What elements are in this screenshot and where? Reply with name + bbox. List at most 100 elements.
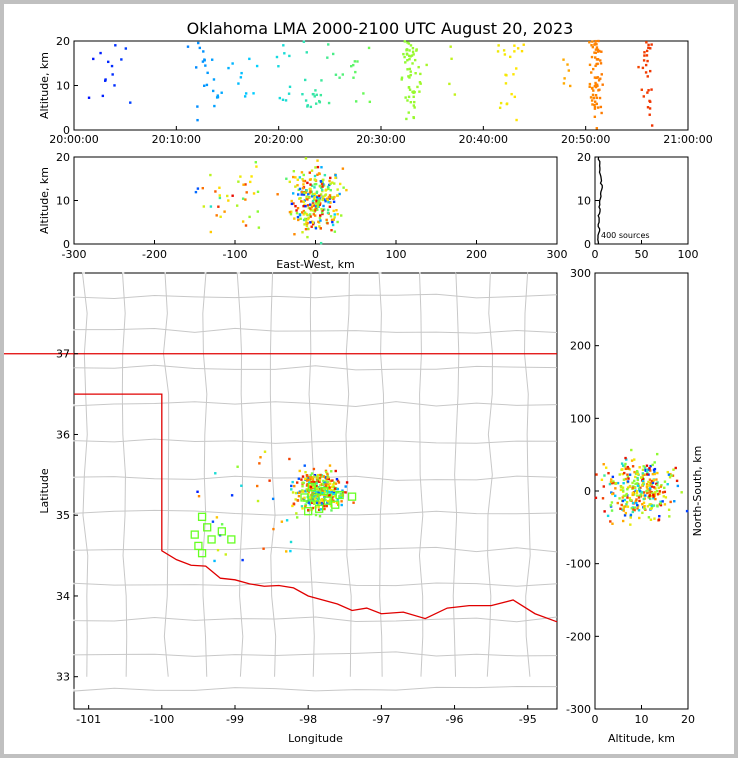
plan-view-point (328, 487, 331, 490)
eastwest-point (309, 209, 313, 212)
lma-station-marker (217, 527, 226, 536)
altitude-northsouth-point (624, 456, 627, 460)
eastwest-point (305, 224, 309, 228)
time-altitude-axis-tick-label: 20 (56, 35, 70, 48)
time-altitude-point (591, 40, 594, 43)
altitude-northsouth-point (653, 461, 656, 464)
county-boundary (202, 272, 208, 677)
time-altitude-point (103, 79, 107, 82)
plan-view-point (306, 479, 309, 482)
eastwest-point (303, 223, 306, 226)
eastwest-point (324, 200, 327, 203)
plan-view-point (295, 481, 299, 484)
altitude-northsouth-point (630, 459, 634, 462)
longitude-label: Longitude (288, 732, 343, 745)
eastwest-point (305, 221, 308, 224)
altitude-northsouth-point (610, 501, 614, 504)
plan-view-point (315, 482, 318, 485)
eastwest-point (329, 201, 332, 204)
lma-station-marker (197, 549, 207, 558)
county-boundary (345, 272, 352, 677)
altitude-northsouth-point (651, 481, 655, 485)
county-boundary (452, 272, 460, 677)
eastwest-point (305, 212, 308, 216)
altitude-northsouth-point (614, 494, 617, 498)
eastwest-point (335, 209, 338, 212)
altitude-northsouth-point (651, 463, 654, 467)
plan-view-point (315, 477, 319, 480)
plan-view-point (305, 489, 309, 492)
plan-view-point (288, 457, 291, 461)
altitude-northsouth-point (672, 468, 675, 471)
altitude-northsouth-point (594, 496, 598, 500)
altitude-northsouth-point (595, 473, 598, 476)
plan-view-point (262, 547, 265, 550)
altitude-northsouth-point (669, 472, 672, 476)
altitude-northsouth-point (616, 481, 620, 485)
time-altitude-point (650, 124, 654, 127)
plan-view-point (295, 512, 298, 515)
altitude-northsouth-point (631, 492, 634, 495)
eastwest-point (288, 180, 291, 184)
altitude-northsouth-point (646, 488, 649, 491)
eastwest-point (209, 173, 212, 177)
time-altitude-point (407, 86, 411, 89)
time-altitude-point (650, 88, 653, 91)
plan-view-point (305, 484, 309, 487)
time-altitude-point (593, 103, 596, 107)
plan-view-point (333, 495, 337, 498)
time-altitude-point (408, 88, 412, 91)
eastwest-point (336, 188, 339, 191)
altitude-northsouth-point (609, 480, 613, 484)
plan-view-point (322, 475, 326, 478)
eastwest-point (309, 190, 312, 194)
eastwest-point (310, 184, 314, 187)
time-altitude-point (352, 76, 355, 79)
eastwest-point (319, 202, 322, 205)
time-altitude-point (315, 93, 318, 97)
time-altitude-point (278, 96, 282, 100)
plan-view-point (311, 483, 314, 487)
time-altitude-point (645, 41, 648, 44)
time-altitude-point (504, 82, 508, 85)
time-altitude-point (562, 58, 565, 61)
plan-view-point (313, 497, 316, 500)
altitude-ns-x-axis-tick-label: 10 (635, 713, 649, 726)
plan-view-point (321, 502, 325, 505)
altitude-northsouth-point (641, 502, 644, 506)
time-altitude-point (255, 64, 259, 68)
eastwest-point (323, 173, 327, 177)
county-boundary (73, 546, 558, 553)
time-altitude-point (231, 62, 234, 65)
time-altitude-point (356, 60, 359, 63)
altitude-northsouth-point (657, 518, 661, 521)
plan-view-point (323, 492, 326, 495)
time-altitude-point (590, 44, 593, 47)
altitude-northsouth-point (610, 478, 613, 481)
plan-view-point (285, 550, 288, 553)
altitude-northsouth-point (648, 483, 651, 487)
lma-station-marker (315, 504, 324, 513)
eastwest-point (321, 212, 324, 216)
altitude-northsouth-point (685, 509, 689, 513)
plan-view-point (301, 490, 305, 493)
time-axis-tick-label: 20:50:00 (561, 133, 610, 146)
altitude-northsouth-point (621, 496, 624, 499)
eastwest-point (329, 215, 333, 218)
eastwest-point (318, 216, 322, 220)
time-altitude-point (227, 66, 230, 70)
eastwest-point (332, 218, 335, 221)
altitude-northsouth-point (645, 486, 649, 489)
time-altitude-point (306, 105, 309, 108)
northsouth-axis-tick-label: -200 (566, 630, 591, 643)
lma-station-marker (311, 493, 320, 502)
eastwest-point (322, 183, 325, 186)
plan-view-point (336, 479, 340, 483)
plan-view-point (319, 475, 323, 478)
plan-view-point (340, 494, 343, 498)
time-altitude-axis-tick-label: 0 (63, 124, 70, 137)
time-altitude-point (406, 59, 409, 62)
eastwest-point (307, 216, 310, 220)
altitude-northsouth-point (624, 494, 628, 497)
county-boundary (73, 686, 558, 692)
